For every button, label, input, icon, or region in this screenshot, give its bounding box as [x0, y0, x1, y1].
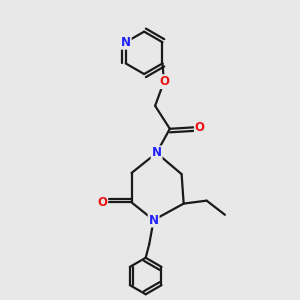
- Text: O: O: [159, 75, 169, 88]
- Text: N: N: [152, 146, 162, 159]
- Text: O: O: [195, 121, 205, 134]
- Text: N: N: [148, 214, 159, 226]
- Text: O: O: [97, 196, 107, 209]
- Text: N: N: [121, 36, 131, 49]
